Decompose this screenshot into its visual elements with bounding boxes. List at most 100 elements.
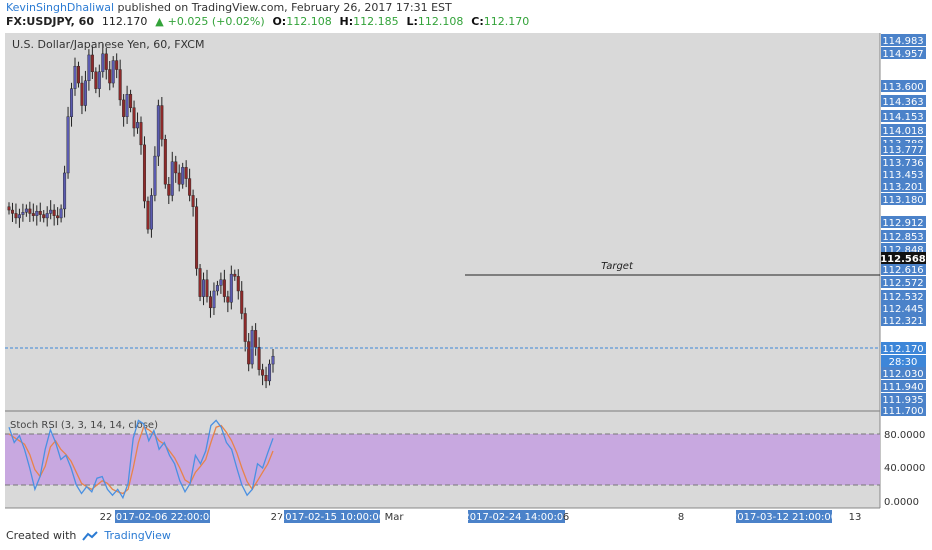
- price-axis-label: 114.153: [882, 112, 923, 123]
- countdown-label: 28:30: [889, 357, 918, 368]
- candle-body: [7, 206, 11, 211]
- price-axis-label: 112.030: [882, 369, 923, 380]
- candle-body: [174, 161, 178, 174]
- time-axis-label: 6: [563, 512, 569, 523]
- candle-body: [63, 172, 67, 210]
- target-label: Target: [601, 261, 634, 272]
- price-axis-tag: [881, 230, 926, 242]
- candle-body: [73, 65, 77, 89]
- candle-body: [108, 69, 112, 84]
- candle-body: [14, 213, 18, 219]
- candle-body: [35, 210, 39, 216]
- candle-body: [198, 268, 202, 297]
- price-axis-tag: [881, 216, 926, 228]
- stoch-axis-label: 80.0000: [884, 430, 925, 441]
- price-axis-tag: [881, 124, 926, 136]
- candle-body: [233, 273, 237, 277]
- time-axis-label: 2017-03-12 21:00:00: [731, 512, 837, 523]
- time-axis-tag: [115, 510, 210, 523]
- tradingview-logo[interactable]: TradingView: [82, 529, 171, 542]
- price-axis-tag: [881, 263, 926, 275]
- stoch-k-line: [8, 419, 274, 500]
- stoch-rsi: Stoch RSI (3, 3, 14, 14, close): [5, 419, 880, 500]
- price-axis-tag: [881, 95, 926, 107]
- price-axis-tag: [881, 367, 926, 379]
- candle-body: [111, 60, 115, 84]
- price-axis-label: 114.983: [882, 36, 923, 47]
- price-pane[interactable]: [5, 33, 880, 410]
- candle-body: [240, 290, 244, 314]
- candle-body: [153, 155, 157, 196]
- price-axis-label: 111.935: [882, 395, 923, 406]
- time-axis-tag: [468, 510, 565, 523]
- candle-body: [21, 212, 25, 215]
- candle-body: [101, 53, 105, 73]
- price-axis-tag: [881, 34, 926, 46]
- time-axis-label: 2017-02-24 14:00:00: [463, 512, 569, 523]
- stoch-axis: 80.0000 40.0000 0.0000: [884, 430, 925, 508]
- price-axis-label: 112.445: [882, 304, 923, 315]
- price-axis-tag: [881, 290, 926, 302]
- candle-body: [205, 279, 209, 297]
- author-link[interactable]: KevinSinghDhaliwal: [6, 1, 115, 14]
- candle-body: [56, 215, 60, 219]
- countdown-tag: [881, 355, 926, 367]
- candle-body: [49, 209, 53, 214]
- candle-body: [184, 167, 188, 179]
- candle-body: [104, 53, 108, 70]
- stoch-band: [5, 434, 880, 485]
- price-axis-label: 112.853: [882, 232, 923, 243]
- change-value: +0.025 (+0.02%): [167, 15, 265, 28]
- price-axis-label: 113.201: [882, 182, 923, 193]
- candle-body: [268, 363, 272, 382]
- candle-body: [83, 80, 87, 106]
- price-axis-label: 113.453: [882, 170, 923, 181]
- open-value: 112.108: [286, 15, 332, 28]
- candle-body: [202, 279, 206, 297]
- time-axis-label: 2017-02-06 22:00:00: [109, 512, 215, 523]
- candle-body: [219, 279, 223, 286]
- price-axis-tag: [881, 80, 926, 92]
- price-axis-tag: [881, 380, 926, 392]
- price-axis-tag: [881, 276, 926, 288]
- high-label: H:: [339, 15, 354, 28]
- candle-body: [195, 206, 199, 269]
- high-value: 112.185: [353, 15, 399, 28]
- price-axis-tag: [881, 156, 926, 168]
- price-axis-label: 114.018: [882, 126, 923, 137]
- candle-body: [80, 82, 84, 106]
- candle-body: [167, 184, 171, 196]
- price-axis-tag: [881, 193, 926, 205]
- candle-body: [125, 94, 129, 117]
- price-axis-label: 111.940: [882, 382, 923, 393]
- price-axis[interactable]: 114.983 114.957 113.600 114.363 114.153 114.0…: [880, 34, 926, 417]
- symbol-name: FX:USDJPY, 60: [6, 15, 94, 28]
- candle-body: [264, 375, 268, 382]
- price-axis-label: 113.600: [882, 82, 923, 93]
- up-arrow-icon: ▲: [155, 15, 164, 28]
- price-axis-tag: [881, 404, 926, 416]
- candle-body: [160, 105, 164, 140]
- candle-body: [208, 296, 212, 309]
- stoch-axis-label: 40.0000: [884, 463, 925, 474]
- price-axis-label: 112.912: [882, 218, 923, 229]
- price-axis-label: 112.572: [882, 278, 923, 289]
- candle-body: [163, 139, 167, 185]
- candle-body: [188, 178, 192, 196]
- tradingview-icon: [82, 530, 99, 541]
- stoch-d-line: [8, 424, 274, 495]
- time-axis-label: 13: [849, 512, 862, 523]
- candle-body: [191, 195, 195, 207]
- time-axis-label: 22: [100, 512, 113, 523]
- candle-body: [122, 99, 126, 117]
- price-axis-tag: [881, 314, 926, 326]
- candle-body: [257, 346, 261, 370]
- candle-body: [10, 209, 14, 214]
- price-axis-tag: [881, 143, 926, 155]
- candle-body: [149, 195, 153, 230]
- tradingview-brand: TradingView: [104, 529, 171, 542]
- low-value: 112.108: [417, 15, 464, 28]
- candle-body: [215, 285, 219, 292]
